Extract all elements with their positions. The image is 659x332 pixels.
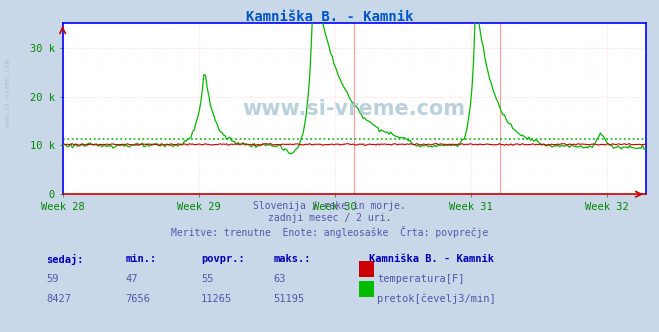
- Text: maks.:: maks.:: [273, 254, 311, 264]
- Text: 7656: 7656: [125, 294, 150, 304]
- Text: sedaj:: sedaj:: [46, 254, 84, 265]
- Text: Meritve: trenutne  Enote: angleosaške  Črta: povprečje: Meritve: trenutne Enote: angleosaške Črt…: [171, 226, 488, 238]
- Text: 55: 55: [201, 274, 214, 284]
- Text: 8427: 8427: [46, 294, 71, 304]
- Text: www.si-vreme.com: www.si-vreme.com: [243, 99, 466, 119]
- Text: 63: 63: [273, 274, 286, 284]
- Text: Kamniška B. - Kamnik: Kamniška B. - Kamnik: [369, 254, 494, 264]
- Text: www.si-vreme.com: www.si-vreme.com: [5, 59, 11, 127]
- Text: povpr.:: povpr.:: [201, 254, 244, 264]
- Text: pretok[čevelj3/min]: pretok[čevelj3/min]: [377, 294, 496, 304]
- Text: temperatura[F]: temperatura[F]: [377, 274, 465, 284]
- Text: 47: 47: [125, 274, 138, 284]
- Text: 51195: 51195: [273, 294, 304, 304]
- Text: Kamniška B. - Kamnik: Kamniška B. - Kamnik: [246, 10, 413, 24]
- Text: zadnji mesec / 2 uri.: zadnji mesec / 2 uri.: [268, 213, 391, 223]
- Text: 11265: 11265: [201, 294, 232, 304]
- Text: min.:: min.:: [125, 254, 156, 264]
- Text: 59: 59: [46, 274, 59, 284]
- Text: Slovenija / reke in morje.: Slovenija / reke in morje.: [253, 201, 406, 211]
